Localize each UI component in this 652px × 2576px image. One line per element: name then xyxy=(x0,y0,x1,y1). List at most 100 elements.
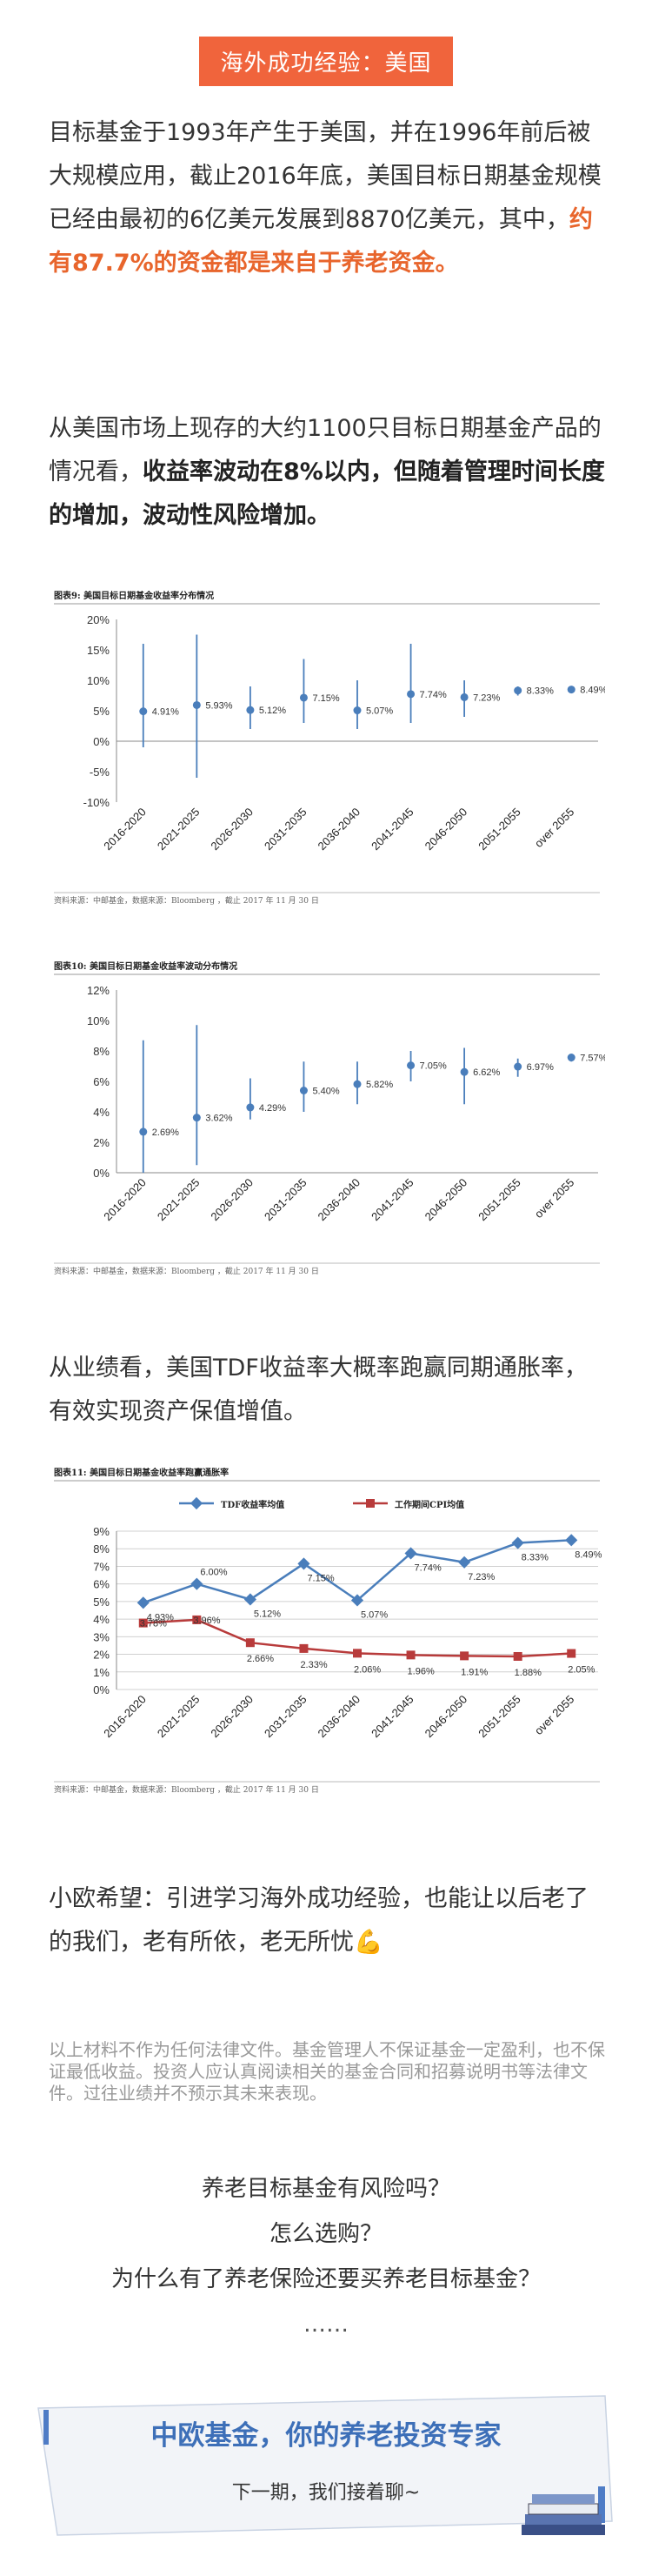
mean-point xyxy=(139,1127,148,1136)
intro-highlight: 约有87.7%的资金都是来自于养老资金。 xyxy=(49,206,593,277)
data-label: 2.33% xyxy=(300,1660,327,1670)
mean-point xyxy=(139,707,148,716)
intro-paragraph: 目标基金于1993年产生于美国，并在1996年前后被大规模应用，截止2016年底… xyxy=(49,111,605,285)
mean-label: 6.97% xyxy=(527,1062,554,1073)
y-tick-label: 20% xyxy=(87,613,110,626)
banner-title: 中欧基金，你的养老投资专家 xyxy=(151,2420,502,2452)
legend-marker xyxy=(366,1499,375,1508)
mean-label: 8.33% xyxy=(527,686,554,697)
y-tick-label: 3% xyxy=(93,1630,110,1643)
mean-point xyxy=(353,1080,362,1088)
mean-point xyxy=(567,686,575,694)
data-label: 2.06% xyxy=(354,1664,381,1675)
legend-label: 工作期间CPI均值 xyxy=(395,1499,464,1510)
y-tick-label: 12% xyxy=(87,984,110,997)
mean-point xyxy=(514,1062,522,1071)
data-label: 2.66% xyxy=(247,1654,274,1664)
y-tick-label: 2% xyxy=(93,1136,110,1149)
data-label: 1.91% xyxy=(461,1667,488,1677)
y-tick-label: 0% xyxy=(93,1683,110,1696)
question-item: 养老目标基金有风险吗？ xyxy=(201,2176,450,2202)
mean-point xyxy=(407,1061,416,1070)
y-tick-label: 6% xyxy=(93,1075,110,1088)
mean-label: 7.15% xyxy=(312,693,339,704)
series-point xyxy=(299,1643,309,1653)
mean-point xyxy=(460,693,469,701)
volatility-paragraph: 从美国市场上现存的大约1100只目标日期基金产品的情况看，收益率波动在8%以内，… xyxy=(49,407,605,538)
data-label: 8.33% xyxy=(522,1553,549,1563)
data-label: 5.12% xyxy=(254,1609,281,1619)
y-tick-label: 7% xyxy=(93,1560,110,1573)
mean-point xyxy=(407,690,416,699)
books-icon xyxy=(522,2494,605,2535)
y-tick-label: 4% xyxy=(93,1106,110,1119)
question-list: 养老目标基金有风险吗？ 怎么选购？ 为什么有了养老保险还要买养老目标基金？ …… xyxy=(0,2166,652,2347)
y-tick-label: 15% xyxy=(87,644,110,657)
mean-point xyxy=(460,1067,469,1076)
legend-marker xyxy=(190,1496,203,1510)
y-tick-label: 1% xyxy=(93,1666,110,1679)
series-point xyxy=(245,1638,255,1648)
chart-source: 资料来源：中邮基金，数据来源：Bloomberg ，截止 2017 年 11 月… xyxy=(54,895,319,906)
series-point xyxy=(404,1547,417,1560)
performance-paragraph: 从业绩看，美国TDF收益率大概率跑赢同期通胀率，有效实现资产保值增值。 xyxy=(49,1355,588,1425)
mean-point xyxy=(567,1054,575,1062)
mean-label: 7.05% xyxy=(420,1061,447,1072)
chart-title: 图表9: 美国目标日期基金收益率分布情况 xyxy=(54,590,214,601)
chart9-svg: 图表9: 美国目标日期基金收益率分布情况 20% 15% 10% 5% 0% -5% -10%… xyxy=(49,585,605,913)
y-tick-label: 10% xyxy=(87,674,110,687)
mean-label: 8.49% xyxy=(580,686,605,696)
question-item: 怎么选购？ xyxy=(269,2221,383,2247)
volatility-bold: 收益率波动在8%以内，但随着管理时间长度的增加，波动性风险增加。 xyxy=(49,458,605,529)
data-label: 3.78% xyxy=(140,1619,167,1629)
y-tick-label: 6% xyxy=(93,1578,110,1591)
y-tick-label: 2% xyxy=(93,1649,110,1662)
chart-bg xyxy=(49,955,605,1284)
data-label: 7.15% xyxy=(307,1573,334,1583)
y-tick-label: 0% xyxy=(93,1167,110,1180)
mean-point xyxy=(192,1114,201,1122)
chart11-svg: 图表11: 美国目标日期基金收益率跑赢通胀率 TDF收益率均值 工作期间CPI均值 9… xyxy=(49,1462,605,1801)
section-tag: 海外成功经验：美国 xyxy=(199,37,453,86)
question-item: 为什么有了养老保险还要买养老目标基金？ xyxy=(110,2266,541,2292)
data-label: 5.07% xyxy=(361,1609,388,1620)
mean-label: 5.12% xyxy=(259,706,286,716)
data-label: 3.96% xyxy=(193,1616,220,1626)
chart-volatility-distribution: 图表10: 美国目标日期基金收益率波动分布情况 12% 10% 8% 6% 4% 2% 0% 2… xyxy=(49,955,605,1284)
chart-tdf-vs-cpi: 图表11: 美国目标日期基金收益率跑赢通胀率 TDF收益率均值 工作期间CPI均值 9… xyxy=(49,1462,605,1801)
volatility-text: 从美国市场上现存的大约1100只目标日期基金产品的情况看， xyxy=(49,415,602,485)
series-point xyxy=(297,1557,310,1570)
mean-label: 7.23% xyxy=(473,693,500,703)
series-point xyxy=(192,1615,202,1624)
mean-point xyxy=(514,686,522,695)
y-tick-label: 8% xyxy=(93,1542,110,1556)
series-point xyxy=(136,1596,150,1609)
mean-label: 6.62% xyxy=(473,1067,500,1078)
chart-return-distribution: 图表9: 美国目标日期基金收益率分布情况 20% 15% 10% 5% 0% -5% -10%… xyxy=(49,585,605,913)
y-tick-label: 5% xyxy=(93,705,110,718)
mean-label: 5.40% xyxy=(312,1087,339,1097)
series-point xyxy=(460,1651,469,1661)
chart-bg xyxy=(49,1462,605,1801)
header-tag-wrap: 海外成功经验：美国 xyxy=(0,37,652,86)
wish-text: 小欧希望：引进学习海外成功经验，也能让以后老了的我们，老有所依，老无所忧 xyxy=(49,1885,589,1956)
y-tick-label: -10% xyxy=(83,796,110,809)
mean-point xyxy=(299,1087,308,1094)
mean-point xyxy=(299,693,308,702)
wish-paragraph: 小欧希望：引进学习海外成功经验，也能让以后老了的我们，老有所依，老无所忧💪 xyxy=(49,1877,605,1964)
chart10-svg: 图表10: 美国目标日期基金收益率波动分布情况 12% 10% 8% 6% 4% 2% 0% 2… xyxy=(49,955,605,1284)
mean-label: 4.91% xyxy=(152,707,179,718)
mean-label: 5.82% xyxy=(366,1080,393,1090)
data-label: 1.96% xyxy=(408,1666,435,1676)
data-label: 8.49% xyxy=(575,1549,602,1560)
mean-label: 7.74% xyxy=(420,690,447,700)
footer-banner: 中欧基金，你的养老投资专家 下一期，我们接着聊~ xyxy=(31,2391,621,2547)
series-point xyxy=(138,1618,148,1628)
mean-point xyxy=(246,706,255,714)
data-label: 7.74% xyxy=(415,1562,442,1573)
data-label: 2.05% xyxy=(568,1665,595,1676)
series-point xyxy=(406,1650,416,1660)
y-tick-label: 9% xyxy=(93,1525,110,1538)
chart-source: 资料来源：中邮基金，数据来源：Bloomberg ，截止 2017 年 11 月… xyxy=(54,1266,319,1276)
chart-source: 资料来源：中邮基金，数据来源：Bloomberg ，截止 2017 年 11 月… xyxy=(54,1784,319,1795)
